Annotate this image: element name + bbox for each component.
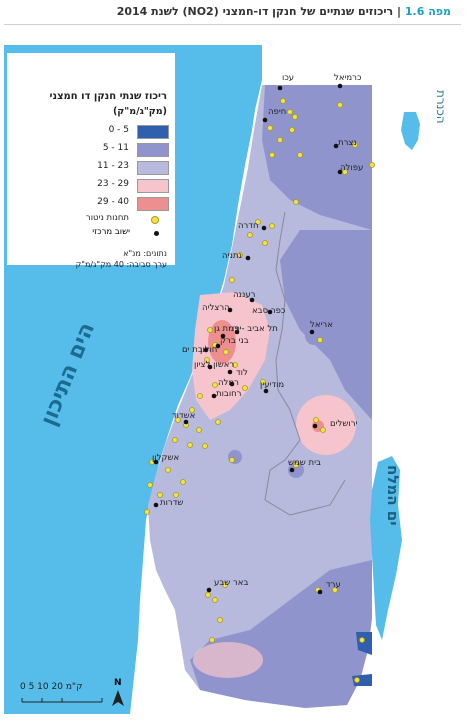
- place-label: בית שמש: [288, 458, 321, 468]
- legend-class-3: 23 - 29: [19, 179, 169, 193]
- legend-station-label: תחנות ניטור: [85, 213, 129, 223]
- legend-swatch: [137, 125, 169, 139]
- legend-title: ריכוז שנתי חנקן דו חמצני: [49, 91, 168, 102]
- place-label: באר שבע: [214, 578, 249, 588]
- place-label: לוד: [236, 368, 248, 378]
- legend-station: תחנות ניטור: [19, 213, 169, 227]
- zone-min-dead-sea-2: [352, 674, 372, 686]
- zone-min-beitshemesh: [288, 462, 304, 478]
- kinneret-lake: [401, 112, 420, 150]
- green-line: [264, 211, 346, 516]
- place-label: רמת גן: [214, 324, 239, 334]
- legend-range: 29 - 40: [97, 197, 129, 207]
- legend-range: 23 - 29: [97, 179, 129, 189]
- scale-label: 0 5 10 20 ק"מ: [20, 682, 83, 692]
- page-header: מפה 1.6 | ריכוזים שנתיים של חנקן דו-חמצנ…: [0, 0, 465, 28]
- place-label: ראשון לציון: [194, 360, 235, 370]
- place-label: נצרת: [338, 138, 357, 148]
- place-label: רחובות: [216, 389, 242, 399]
- place-label: תל אביב -יפו: [232, 324, 278, 334]
- place-label: מודיעין: [260, 380, 285, 390]
- sea-label-kinneret: הכנרת: [434, 90, 448, 124]
- legend-swatch: [137, 179, 169, 193]
- legend-range: 11 - 23: [97, 161, 129, 171]
- legend-class-0: 0 - 5: [19, 125, 169, 139]
- place-label: אשדוד: [172, 411, 196, 421]
- legend-range: 5 - 11: [102, 143, 129, 153]
- north-label: N: [114, 678, 122, 688]
- map-number: מפה 1.6: [404, 5, 451, 18]
- place-label: עכו: [282, 73, 295, 83]
- legend-swatch: [137, 197, 169, 211]
- place-label: בת ים: [182, 345, 203, 355]
- map-legend: ריכוז שנתי חנקן דו חמצני (מק"ג/מ"ק) 0 - …: [7, 53, 175, 269]
- place-label: נתניה: [222, 251, 242, 261]
- place-label: בני ברק: [220, 336, 249, 346]
- place-label: חיפה: [268, 107, 287, 117]
- zone-hot-jerusalem: [296, 395, 356, 455]
- city-markers: [153, 83, 343, 595]
- legend-city-label: ישוב מרכזי: [92, 227, 130, 237]
- legend-class-1: 5 - 11: [19, 143, 169, 157]
- title-separator: |: [397, 5, 402, 18]
- sea-label-dead-sea: ים המלח: [384, 465, 402, 526]
- place-label: כרמיאל: [334, 73, 362, 83]
- legend-class-2: 11 - 23: [19, 161, 169, 175]
- zone-low-east: [280, 230, 372, 420]
- place-label: רמלה: [218, 378, 239, 388]
- north-arrow-icon: [112, 690, 124, 706]
- place-label: שדרות: [160, 498, 184, 508]
- place-label: הרצליה: [202, 303, 230, 313]
- title-text: ריכוזים שנתיים של חנקן דו-חמצני (NO2) לש…: [116, 5, 394, 18]
- place-label: אריאל: [310, 320, 333, 330]
- place-label: ערד: [326, 580, 341, 590]
- zone-hot-south: [193, 642, 263, 678]
- monitoring-stations: [144, 98, 375, 683]
- scale-bar: [21, 698, 103, 703]
- station-dot-icon: [151, 216, 159, 224]
- city-dot-icon: [154, 231, 159, 236]
- zone-max-telaviv: [208, 320, 236, 364]
- zone-min-dead-sea-1: [356, 632, 372, 655]
- dead-sea: [370, 456, 402, 640]
- header-divider: [4, 24, 461, 25]
- map-title: מפה 1.6 | ריכוזים שנתיים של חנקן דו-חמצנ…: [117, 5, 451, 18]
- legend-ambient: ערך סביבה: 40 מק"ג/מ"ק: [75, 260, 167, 269]
- place-label: חדרה: [238, 221, 259, 231]
- legend-city: ישוב מרכזי: [20, 227, 170, 241]
- zone-low-north: [262, 85, 372, 230]
- legend-swatch: [137, 161, 169, 175]
- legend-unit: (מק"ג/מ"ק): [112, 106, 167, 117]
- legend-source: נתונים: מנ"א: [123, 249, 167, 258]
- place-label: ירושלים: [330, 419, 358, 429]
- place-label: אשקלון: [152, 453, 180, 463]
- place-label: כפר סבא: [252, 306, 286, 316]
- legend-swatch: [137, 143, 169, 157]
- legend-class-4: 29 - 40: [19, 197, 169, 211]
- place-label: חולון: [200, 345, 218, 355]
- place-label: עפולה: [340, 163, 364, 173]
- place-label: רעננה: [233, 290, 256, 300]
- legend-range: 0 - 5: [108, 125, 129, 135]
